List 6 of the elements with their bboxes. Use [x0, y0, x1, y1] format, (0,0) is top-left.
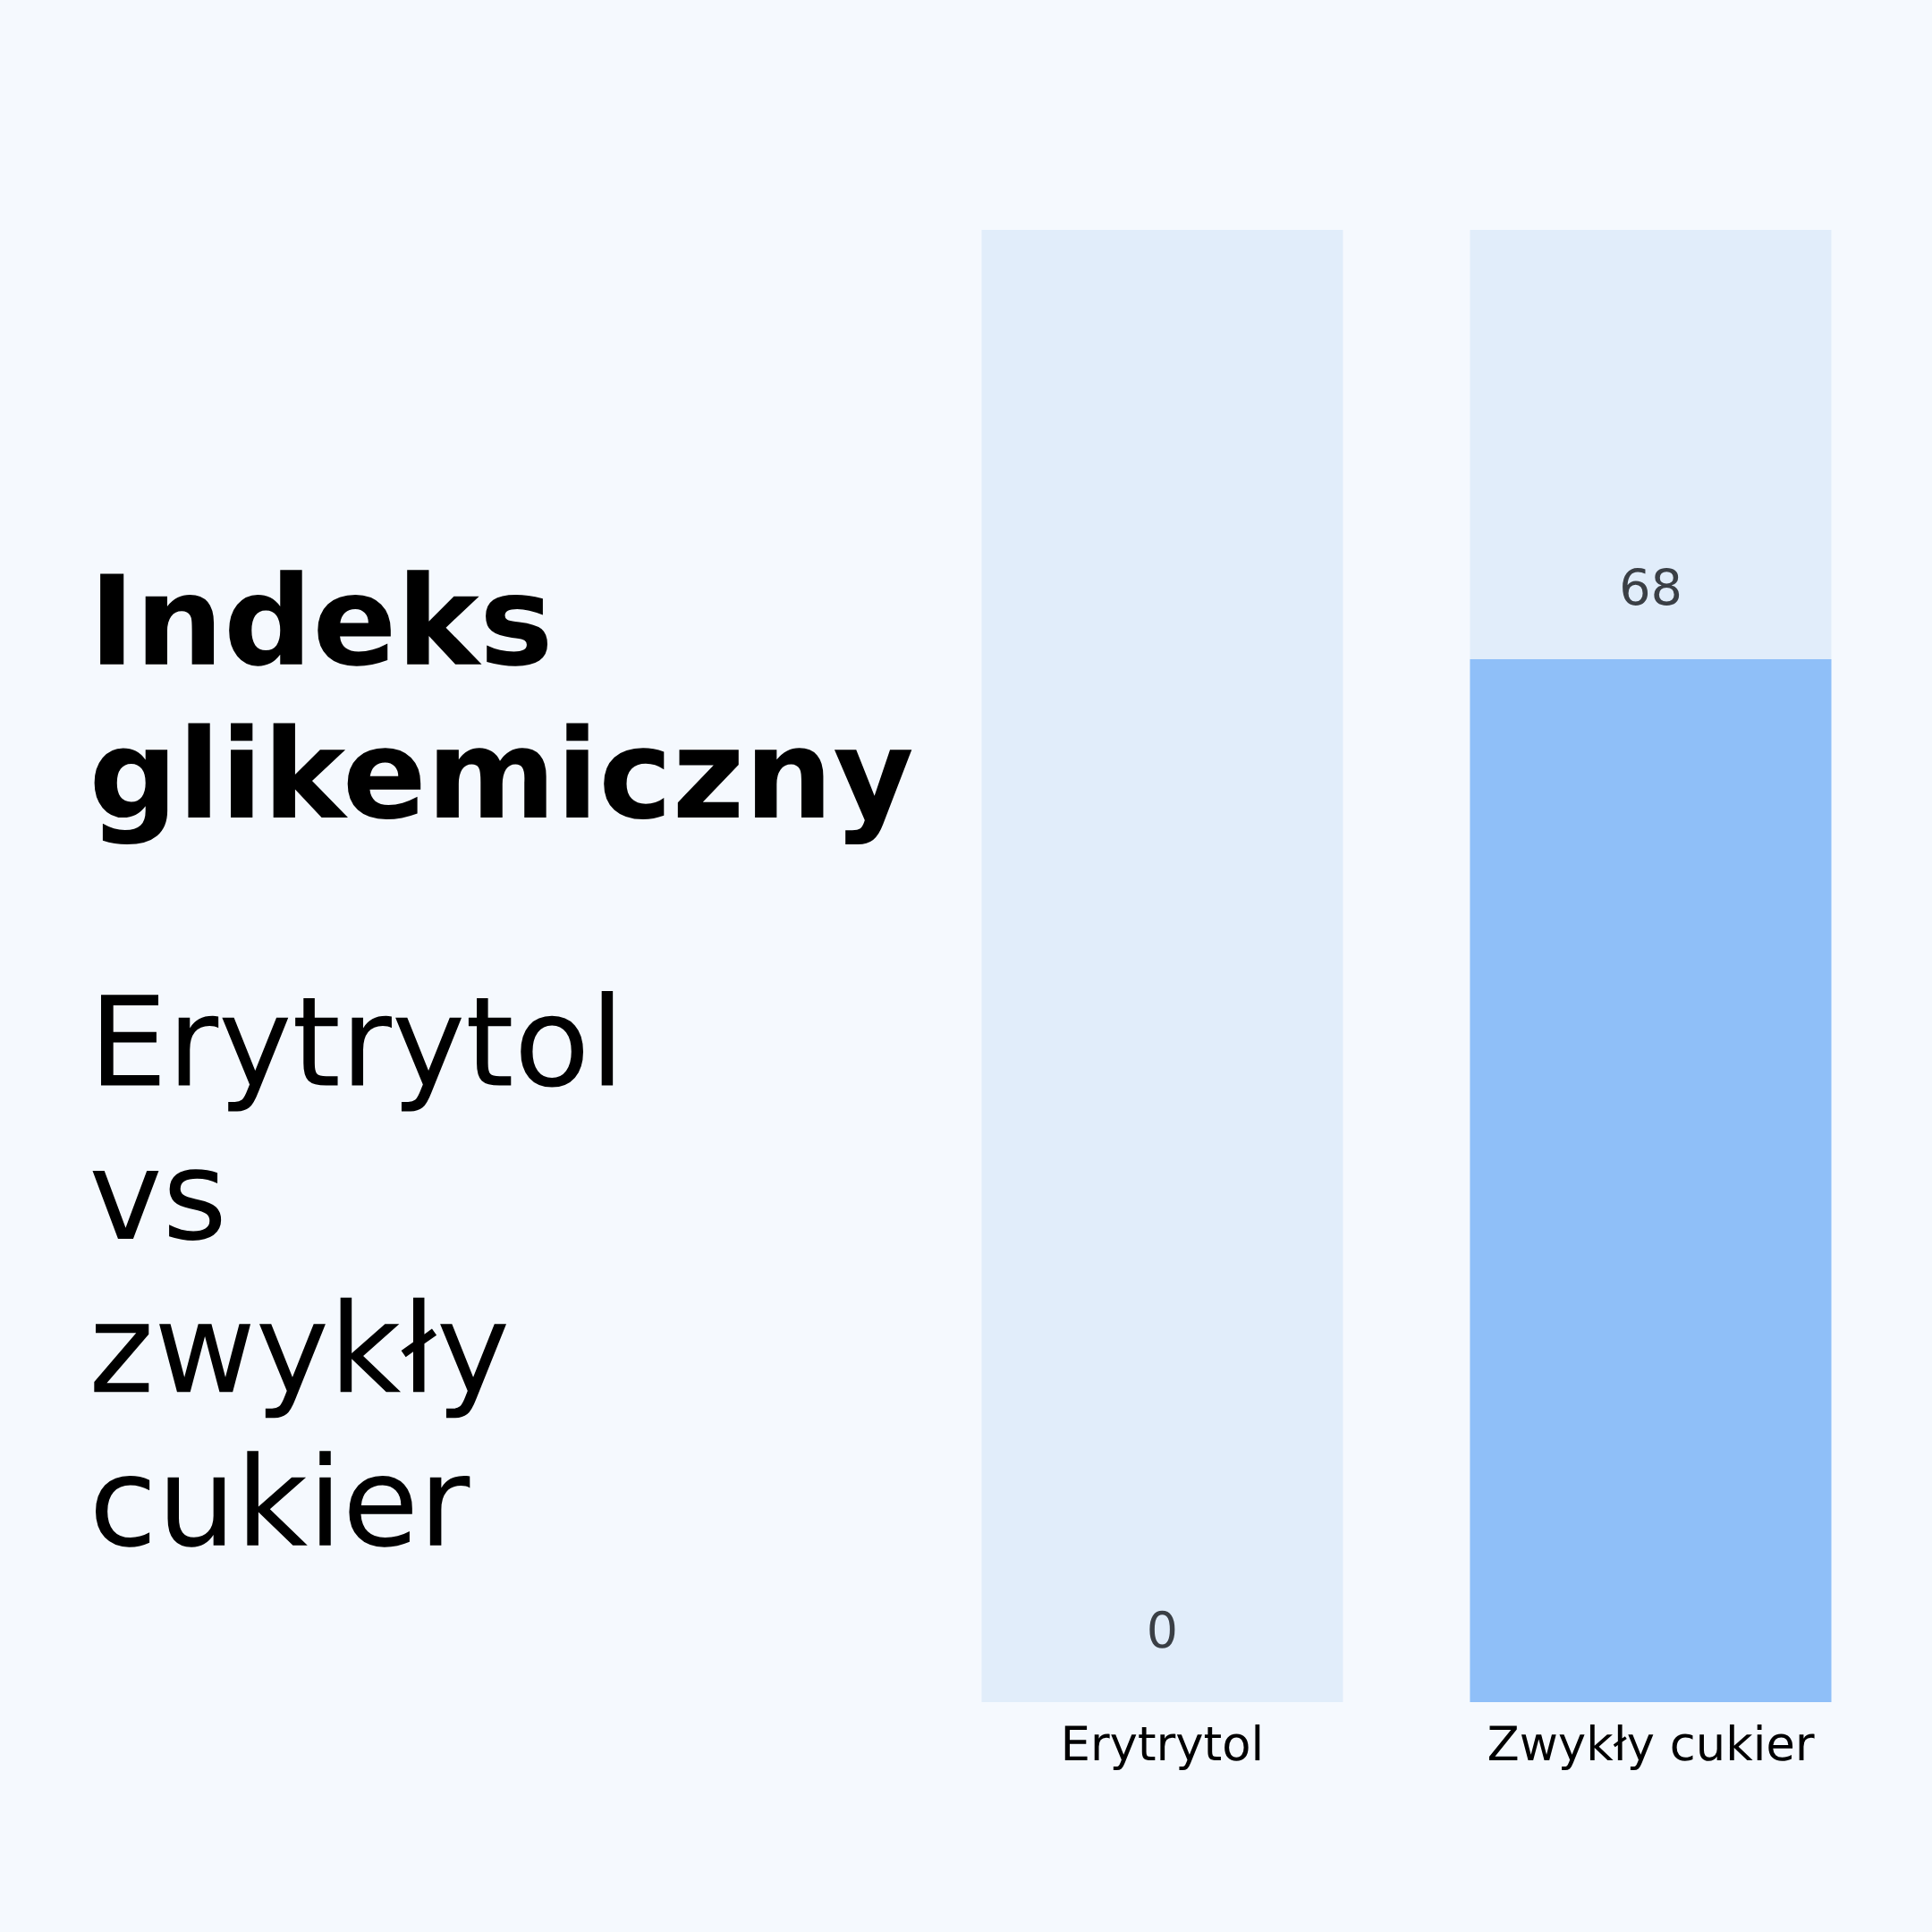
x-tick-label: Erytrytol: [1064, 1724, 1260, 1771]
data-label: 68: [1623, 567, 1680, 606]
text: Erytrytol vs zwykły cukier: [92, 991, 614, 1547]
data-label: 0: [1149, 1610, 1175, 1648]
text: Indeks glikemiczny: [94, 570, 912, 845]
x-tick-label: Zwykły cukier: [1488, 1724, 1815, 1771]
